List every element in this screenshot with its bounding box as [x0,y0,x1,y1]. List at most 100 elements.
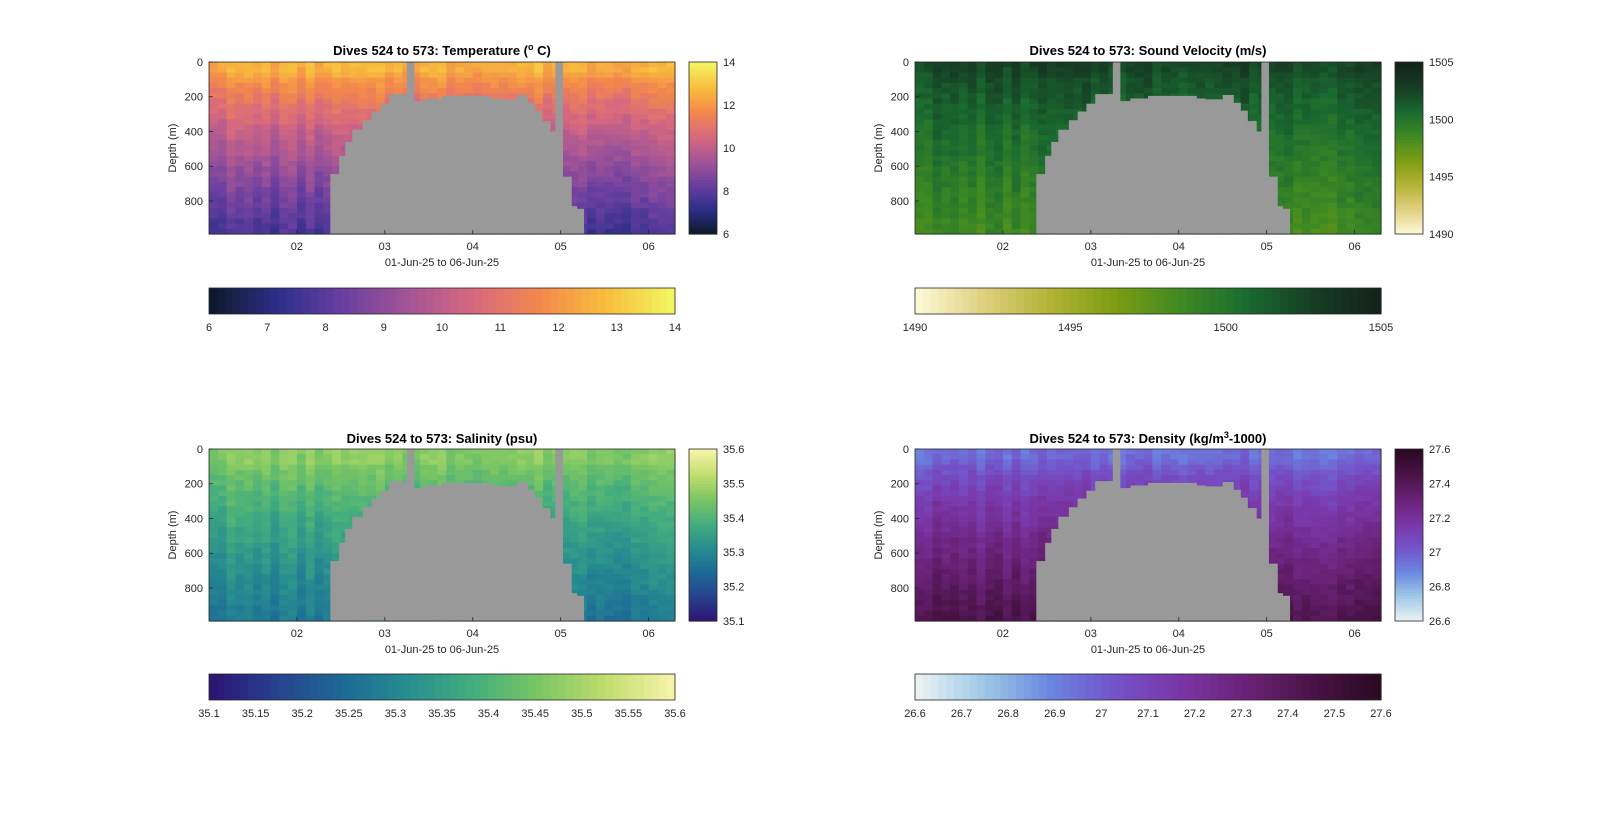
heatmap-cell [314,516,324,523]
colorbar-swatch [1225,288,1235,314]
heatmap-cell [252,228,263,235]
heatmap-cell [976,171,986,178]
colorbar-swatch [689,159,717,163]
heatmap-cell [569,62,579,68]
heatmap-cell [1337,119,1347,126]
colorbar-tick-label: 11 [495,322,506,334]
heatmap-cell [252,506,263,513]
colorbar-swatch [689,76,717,80]
heatmap-cell [446,88,456,94]
no-data-mask [1036,62,1291,234]
heatmap-cell [1275,192,1285,199]
heatmap-cell [1293,98,1303,105]
heatmap-cell [1196,72,1206,79]
heatmap-cell [217,145,228,152]
heatmap-cell [1372,62,1382,68]
heatmap-cell [639,207,650,214]
colorbar-swatch [1395,148,1423,152]
heatmap-cell [1011,166,1022,173]
heatmap-cell [296,516,307,523]
heatmap-cell [349,480,360,487]
heatmap-cell [1055,93,1066,100]
heatmap-cell [235,98,245,105]
heatmap-cell [244,568,254,575]
heatmap-cell [296,495,307,502]
heatmap-cell [958,119,969,126]
heatmap-cell [923,140,934,146]
heatmap-cell [244,563,254,570]
heatmap-cell [950,82,960,89]
heatmap-cell [613,197,623,204]
heatmap-cell [1213,62,1224,68]
heatmap-cell [235,72,245,79]
heatmap-cell [1082,93,1092,100]
heatmap-cell [666,187,676,193]
heatmap-cell [631,140,641,146]
heatmap-cell [314,67,324,74]
heatmap-cell [472,449,483,455]
heatmap-cell [349,88,360,94]
colorbar-swatch [689,105,717,109]
salinity-panel: Dives 524 to 573: Salinity (psu) 02 03 0… [167,431,744,720]
heatmap-cell [288,155,298,162]
heatmap-cell [305,501,316,507]
heatmap-cell [1222,77,1233,84]
heatmap-cell [279,469,289,476]
heatmap-cell [994,192,1004,199]
heatmap-cell [1046,72,1057,79]
no-data-region [1233,102,1241,234]
heatmap-cell [358,77,368,84]
heatmap-cell [1073,62,1083,68]
heatmap-cell [1345,161,1356,167]
colorbar-swatch [1395,156,1423,161]
heatmap-cell [261,506,272,513]
heatmap-cell [985,150,995,157]
heatmap-cell [340,511,351,518]
heatmap-cell [305,506,316,513]
heatmap-cell [578,155,588,162]
heatmap-cell [1337,134,1347,141]
heatmap-cell [595,181,606,188]
heatmap-cell [569,150,579,157]
heatmap-cell [622,103,632,110]
heatmap-cell [1011,77,1022,84]
heatmap-cell [490,464,500,471]
heatmap-cell [1345,187,1356,193]
heatmap-cell [332,62,342,68]
heatmap-cell [994,202,1004,209]
heatmap-cell [252,511,263,518]
heatmap-cell [1266,124,1277,131]
heatmap-cell [1293,119,1303,126]
heatmap-cell [967,192,978,199]
heatmap-cell [376,469,386,476]
heatmap-cell [1029,213,1039,219]
heatmap-cell [631,129,641,136]
heatmap-cell [1363,218,1373,225]
heatmap-cell [941,119,951,126]
heatmap-cell [1372,145,1382,152]
colorbar-tick-label: 6 [723,229,729,241]
heatmap-cell [209,516,219,523]
no-data-region [550,131,556,234]
heatmap-cell [235,114,245,120]
x-tick: 04 [467,241,479,253]
heatmap-cell [340,82,351,89]
heatmap-cell [1126,93,1136,100]
heatmap-cell [252,218,263,225]
heatmap-cell [235,516,245,523]
heatmap-cell [305,150,316,157]
heatmap-cell [244,600,254,606]
heatmap-cell [252,176,263,183]
heatmap-cell [1029,88,1039,94]
heatmap-cell [994,93,1004,100]
heatmap-cell [270,82,280,89]
heatmap-cell [985,223,995,230]
heatmap-cell [639,181,650,188]
heatmap-cell [279,108,289,115]
colorbar-swatch [364,288,373,314]
heatmap-cell [1354,140,1365,146]
heatmap-cell [1310,93,1321,100]
colorbar-swatch [1311,288,1320,314]
heatmap-cell [244,449,254,455]
heatmap-cell [1055,119,1066,126]
